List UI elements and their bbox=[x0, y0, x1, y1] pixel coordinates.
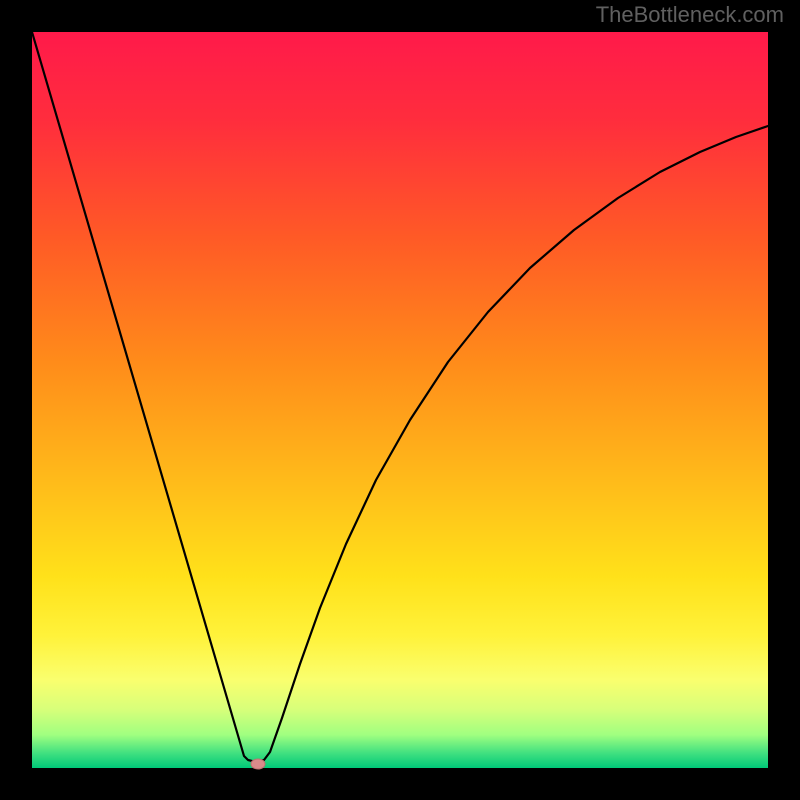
chart-container: TheBottleneck.com bbox=[0, 0, 800, 800]
minimum-marker bbox=[251, 759, 265, 769]
plot-area bbox=[32, 32, 768, 768]
bottleneck-chart bbox=[0, 0, 800, 800]
watermark-text: TheBottleneck.com bbox=[596, 2, 784, 28]
